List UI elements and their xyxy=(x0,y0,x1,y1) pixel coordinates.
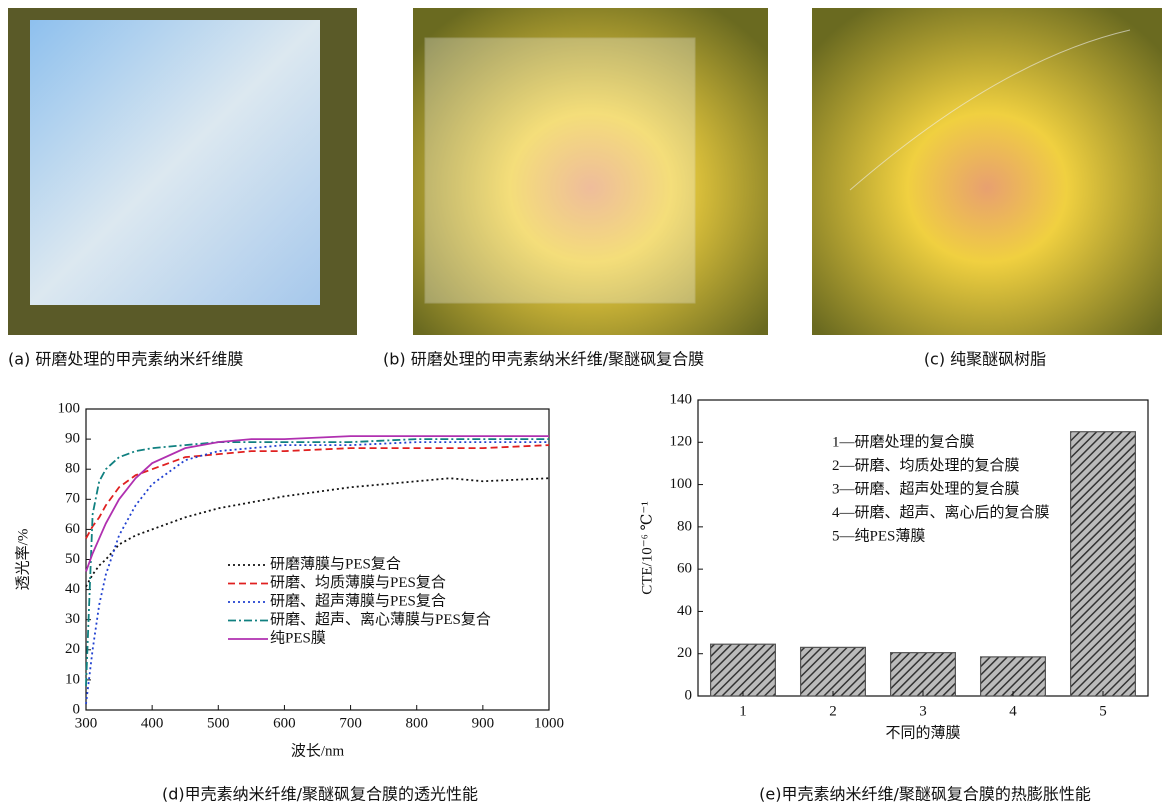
y-tick-label: 40 xyxy=(677,603,692,619)
x-tick-label: 300 xyxy=(75,715,98,731)
x-tick-label: 700 xyxy=(339,715,362,731)
annotation: 2—研磨、均质处理的复合膜 xyxy=(832,456,1020,474)
x-tick-label: 600 xyxy=(273,715,296,731)
y-tick-label: 30 xyxy=(65,611,80,627)
bar xyxy=(711,644,776,696)
bar xyxy=(981,657,1046,696)
x-tick-label: 500 xyxy=(207,715,230,731)
annotation: 5—纯PES薄膜 xyxy=(832,527,925,544)
bar xyxy=(801,647,866,696)
photo-caption: (a) 研磨处理的甲壳素纳米纤维膜 xyxy=(8,350,243,369)
x-tick-label: 2 xyxy=(829,703,837,719)
figure: (a) 研磨处理的甲壳素纳米纤维膜 (b) 研磨处理的甲壳素纳米纤维/聚醚砜复合… xyxy=(0,0,1162,807)
y-tick-label: 20 xyxy=(65,641,80,657)
legend-label: 研磨、均质薄膜与PES复合 xyxy=(270,573,446,591)
y-tick-label: 80 xyxy=(65,461,80,477)
photo-caption: (c) 纯聚醚砜树脂 xyxy=(924,350,1046,369)
x-axis-label: 不同的薄膜 xyxy=(885,724,960,741)
annotation: 3—研磨、超声处理的复合膜 xyxy=(832,479,1020,497)
annotation: 1—研磨处理的复合膜 xyxy=(832,432,975,450)
x-tick-label: 1000 xyxy=(534,715,564,731)
y-tick-label: 20 xyxy=(677,645,692,661)
series-line xyxy=(86,436,549,571)
y-axis-label: CTE/10⁻⁶ ℃⁻¹ xyxy=(639,501,655,595)
photo-b xyxy=(413,8,768,335)
y-tick-label: 60 xyxy=(65,521,80,537)
y-tick-label: 0 xyxy=(685,687,693,703)
x-tick-label: 5 xyxy=(1099,703,1107,719)
photo-a xyxy=(8,8,357,335)
legend-label: 研磨、超声薄膜与PES复合 xyxy=(270,591,446,609)
y-tick-label: 100 xyxy=(58,400,81,416)
x-tick-label: 900 xyxy=(472,715,495,731)
chart-caption: (e)甲壳素纳米纤维/聚醚砜复合膜的热膨胀性能 xyxy=(759,785,1091,804)
y-tick-label: 120 xyxy=(670,434,693,450)
legend-label: 研磨薄膜与PES复合 xyxy=(270,554,401,572)
bar xyxy=(1071,432,1136,696)
x-tick-label: 800 xyxy=(405,715,428,731)
y-tick-label: 60 xyxy=(677,561,692,577)
y-tick-label: 90 xyxy=(65,431,80,447)
y-tick-label: 140 xyxy=(670,391,693,407)
series-line xyxy=(86,442,549,704)
chart-caption: (d)甲壳素纳米纤维/聚醚砜复合膜的透光性能 xyxy=(162,785,478,804)
y-tick-label: 70 xyxy=(65,491,80,507)
y-tick-label: 50 xyxy=(65,551,80,567)
bar xyxy=(891,653,956,696)
y-axis-label: 透光率/% xyxy=(14,529,31,591)
y-tick-label: 80 xyxy=(677,518,692,534)
y-tick-label: 100 xyxy=(670,476,693,492)
y-tick-label: 40 xyxy=(65,581,80,597)
x-tick-label: 400 xyxy=(141,715,164,731)
x-tick-label: 3 xyxy=(919,703,927,719)
x-axis-label: 波长/nm xyxy=(291,742,345,759)
legend-label: 研磨、超声、离心薄膜与PES复合 xyxy=(270,610,491,628)
x-tick-label: 4 xyxy=(1009,703,1017,719)
photo-c xyxy=(812,8,1162,335)
x-tick-label: 1 xyxy=(739,703,747,719)
photo-caption: (b) 研磨处理的甲壳素纳米纤维/聚醚砜复合膜 xyxy=(383,350,704,369)
annotation: 4—研磨、超声、离心后的复合膜 xyxy=(832,503,1050,521)
y-tick-label: 10 xyxy=(65,671,80,687)
legend-label: 纯PES膜 xyxy=(270,629,326,646)
